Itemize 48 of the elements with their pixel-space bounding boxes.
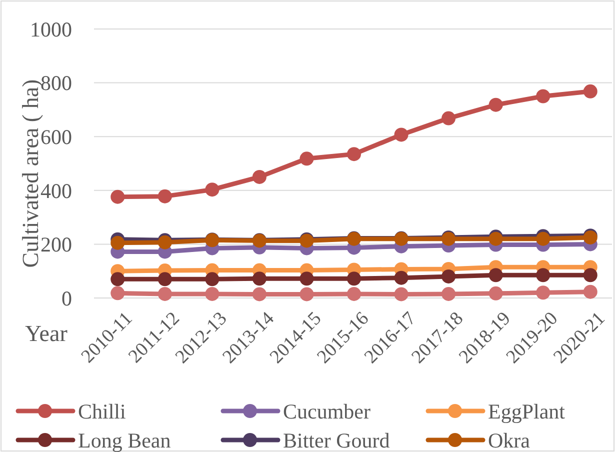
point <box>205 286 220 301</box>
point <box>394 270 408 285</box>
point <box>488 268 503 282</box>
point <box>442 269 456 284</box>
point <box>394 287 408 302</box>
y-tick-label: 400 <box>40 178 72 203</box>
point <box>252 170 266 184</box>
point <box>347 147 361 162</box>
point <box>252 272 266 286</box>
point <box>110 286 125 300</box>
x-axis-title: Year <box>25 321 68 346</box>
point <box>536 232 550 246</box>
point <box>442 286 456 301</box>
point <box>158 272 172 286</box>
point <box>205 272 220 286</box>
y-tick-label: 1000 <box>30 17 72 42</box>
y-tick-label: 200 <box>40 232 72 257</box>
point <box>394 128 408 142</box>
point <box>252 287 266 302</box>
y-tick-label: 600 <box>40 124 72 149</box>
point <box>488 286 503 300</box>
point <box>110 272 125 286</box>
point <box>158 286 172 301</box>
point <box>158 189 172 204</box>
point <box>583 284 598 299</box>
point <box>583 268 598 282</box>
point <box>536 89 550 104</box>
point <box>110 236 125 250</box>
point <box>300 287 314 302</box>
legend-label: Okra <box>488 428 531 452</box>
y-tick-label: 0 <box>62 286 72 310</box>
legend-label: Bitter Gourd <box>283 428 390 452</box>
point <box>205 182 220 197</box>
point <box>347 286 361 301</box>
point <box>488 98 503 112</box>
point <box>536 268 550 282</box>
legend-label: Cucumber <box>283 399 370 424</box>
point <box>300 152 314 166</box>
point <box>442 111 456 126</box>
legend-label: EggPlant <box>488 399 566 424</box>
point <box>110 190 125 204</box>
legend-label: Long Bean <box>78 428 172 452</box>
point <box>536 286 550 300</box>
point <box>300 272 314 286</box>
y-tick-label: 800 <box>40 71 72 96</box>
point <box>347 272 361 286</box>
legend-label: Chilli <box>78 399 126 424</box>
point <box>583 84 598 98</box>
